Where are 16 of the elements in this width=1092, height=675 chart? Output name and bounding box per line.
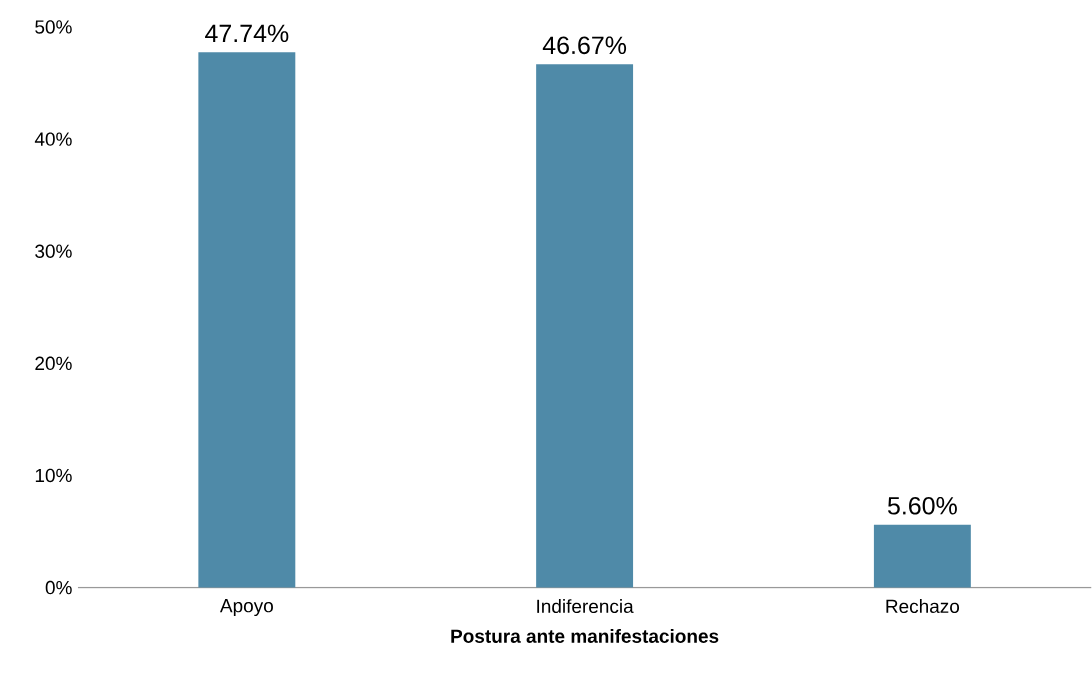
y-tick-label: 40%	[34, 132, 72, 147]
y-tick-label: 20%	[35, 356, 72, 371]
x-tick-label: Apoyo	[219, 599, 273, 617]
y-tick-label: 50%	[35, 20, 72, 34]
x-axis-title: Postura ante manifestaciones	[451, 629, 719, 644]
y-tick-label: 0%	[45, 581, 72, 595]
x-tick-label: Rechazo	[886, 599, 960, 614]
data-label: 5.60%	[887, 497, 957, 515]
bar	[536, 64, 634, 588]
data-label: 46.67%	[542, 36, 627, 55]
x-tick-label: Indiferencia	[537, 599, 634, 614]
bar	[198, 52, 296, 588]
bar	[873, 525, 971, 588]
y-tick-label: 10%	[35, 468, 72, 483]
y-tick-label: 30%	[35, 244, 72, 259]
data-label: 47.74%	[205, 24, 289, 43]
